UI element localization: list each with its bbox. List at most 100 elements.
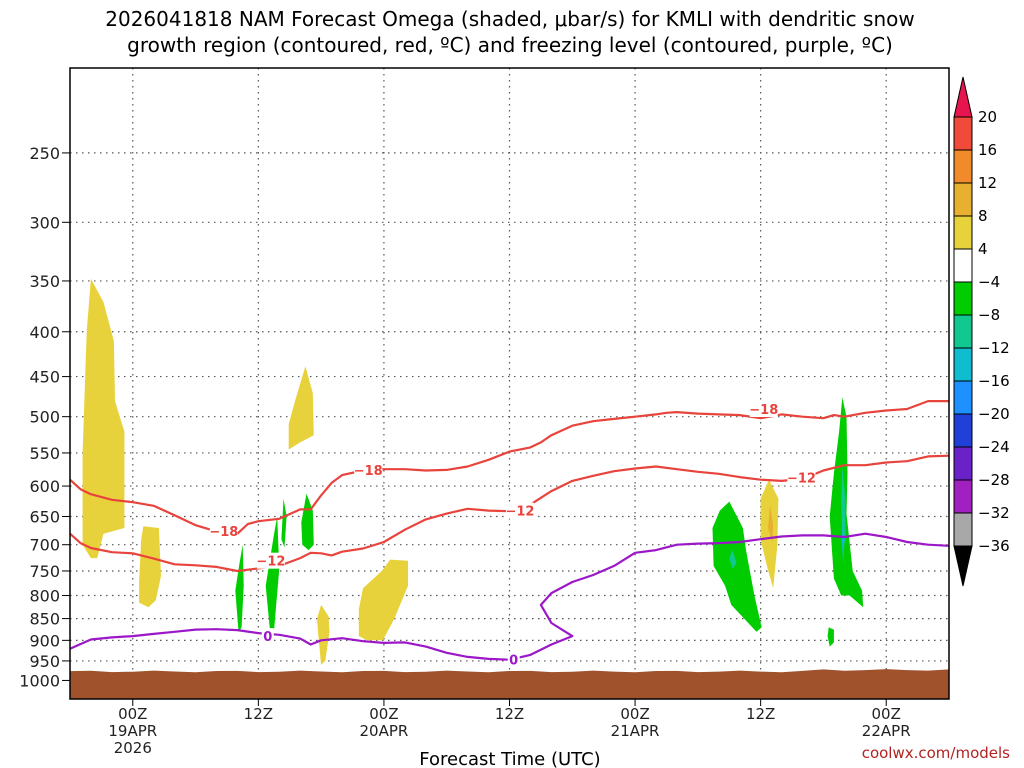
omega-region-yellow-d: [317, 604, 330, 665]
colorbar-label-11: −28: [978, 471, 1010, 489]
omega-region-green-a: [235, 544, 244, 632]
x-axis-label: Forecast Time (UTC): [419, 749, 600, 768]
plot-background: [70, 68, 949, 699]
y-tick-label-250: 250: [29, 144, 60, 163]
omega-region-green-c: [281, 498, 287, 548]
y-tick-label-700: 700: [29, 536, 60, 555]
colorbar-label-5: −4: [978, 273, 1000, 291]
omega-region-green-e: [712, 501, 762, 632]
x-tick-label-4-0: 00Z: [620, 705, 649, 723]
x-tick-label-0-1: 19APR: [108, 722, 157, 740]
omega-region-teal-f: [841, 466, 846, 545]
x-tick-label-6-1: 22APR: [862, 722, 911, 740]
plot-area: [70, 68, 949, 699]
colorbar-box-2: [953, 149, 973, 184]
contour-label--18-0: −18: [209, 525, 238, 540]
x-tick-label-2-1: 20APR: [360, 722, 409, 740]
colorbar-box-6: [953, 281, 973, 316]
contour-label-bg--12-1: [505, 502, 534, 519]
y-tick-label-350: 350: [29, 272, 60, 291]
colorbar-bottom-arrow: [953, 545, 973, 587]
y-tick-label-750: 750: [29, 562, 60, 581]
x-tick-label-1-0: 12Z: [244, 705, 273, 723]
x-tick-label-0-0: 00Z: [118, 705, 147, 723]
contour-label--18-1: −18: [354, 464, 383, 479]
surface-band: [70, 669, 949, 699]
x-tick-label-5-0: 12Z: [746, 705, 775, 723]
omega-shading: [82, 278, 864, 665]
colorbar-label-4: 4: [978, 240, 988, 258]
omega-region-green-f: [829, 397, 864, 608]
contour-line-0: [69, 532, 950, 661]
x-tick-label-4-1: 21APR: [611, 722, 660, 740]
colorbar-box-3: [953, 182, 973, 217]
colorbar-label-12: −32: [978, 504, 1010, 522]
contour-label-bg--18-1: [354, 461, 383, 478]
omega-region-orange-f: [768, 504, 774, 542]
y-tick-label-1000: 1000: [19, 671, 60, 690]
y-tick-label-550: 550: [29, 444, 60, 463]
colorbar-box-10: [953, 413, 973, 448]
colorbar-label-13: −36: [978, 537, 1010, 555]
colorbar-label-7: −12: [978, 339, 1010, 357]
omega-region-green-b: [265, 516, 280, 630]
y-tick-label-650: 650: [29, 508, 60, 527]
omega-region-cyan-f: [841, 522, 845, 566]
colorbar-box-11: [953, 446, 973, 481]
contour-label--12-2: −12: [787, 472, 816, 487]
contour-label-0-1: 0: [509, 653, 518, 668]
contour-label--12-0: −12: [256, 555, 285, 570]
colorbar-box-8: [953, 347, 973, 382]
colorbar-label-0: 20: [978, 108, 997, 126]
colorbar-box-1: [953, 116, 973, 151]
y-tick-label-900: 900: [29, 631, 60, 650]
contour-label--12-1: −12: [505, 505, 534, 520]
x-tick-label-6-0: 00Z: [872, 705, 901, 723]
x-tick-label-3-0: 12Z: [495, 705, 524, 723]
colorbar-label-3: 8: [978, 207, 988, 225]
colorbar-label-1: 16: [978, 141, 997, 159]
colorbar-top-arrow: [953, 76, 973, 118]
colorbar-box-12: [953, 479, 973, 514]
contour-label-bg--18-0: [209, 522, 238, 539]
y-tick-label-400: 400: [29, 323, 60, 342]
y-tick-label-300: 300: [29, 213, 60, 232]
colorbar: 20 16 12 8 4 −4 −8 −12 −16 −20 −24 −28 −32 −36: [953, 76, 1010, 587]
colorbar-box-13: [953, 512, 973, 547]
y-tick-label-500: 500: [29, 408, 60, 427]
omega-region-yellow-f: [760, 479, 779, 589]
contour-label-bg--18-2: [749, 400, 778, 417]
y-tick-label-600: 600: [29, 477, 60, 496]
colorbar-label-9: −20: [978, 405, 1010, 423]
contour-label--18-2: −18: [749, 403, 778, 418]
colorbar-box-4: [953, 215, 973, 250]
omega-region-yellow-b: [139, 526, 161, 608]
contour-label-0-0: 0: [263, 630, 272, 645]
x-tick-label-2-0: 00Z: [369, 705, 398, 723]
chart-title-line2: growth region (contoured, red, ºC) and f…: [127, 33, 893, 57]
colorbar-label-10: −24: [978, 438, 1010, 456]
y-tick-label-850: 850: [29, 610, 60, 629]
y-tick-label-950: 950: [29, 652, 60, 671]
colorbar-label-6: −8: [978, 306, 1000, 324]
y-axis-ticks: 250 300 350 400 450 500 550 600 650 700 750 800 850 9…: [19, 144, 70, 690]
contour-label-bg--12-0: [256, 552, 285, 569]
y-tick-label-800: 800: [29, 587, 60, 606]
contour-label-bg-0-0: [261, 628, 274, 645]
contour-label-bg--12-2: [787, 469, 816, 486]
colorbar-box-7: [953, 314, 973, 349]
contour-labels: −18 −18 −18 −12 −12 −12 0 0: [209, 400, 816, 668]
chart-title-line1: 2026041818 NAM Forecast Omega (shaded, μ…: [105, 7, 914, 31]
contour-label-bg-0-1: [507, 651, 520, 668]
y-tick-label-450: 450: [29, 368, 60, 387]
surface-ground: [70, 669, 949, 699]
credit-text[interactable]: coolwx.com/models: [862, 744, 1010, 762]
colorbar-box-5: [953, 248, 973, 283]
colorbar-box-9: [953, 380, 973, 415]
x-tick-label-0-2: 2026: [114, 739, 152, 757]
colorbar-label-8: −16: [978, 372, 1010, 390]
omega-region-green-g: [827, 627, 834, 647]
omega-region-yellow-c: [288, 366, 314, 450]
